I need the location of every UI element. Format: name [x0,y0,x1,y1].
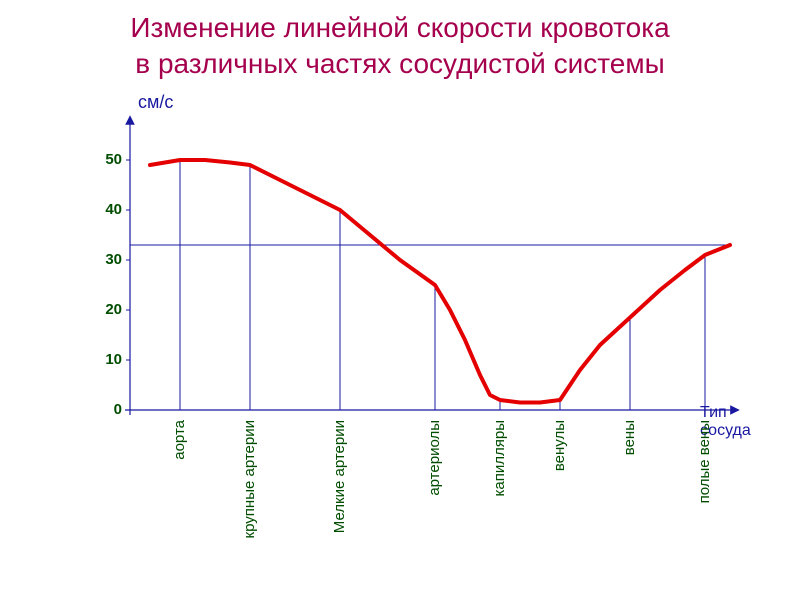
chart-guides [130,160,730,410]
x-tick-7: полые вены [697,420,712,503]
chart-svg [90,120,740,580]
y-tick-40: 40 [92,201,122,218]
x-tick-4: капилляры [492,420,507,497]
chart-container: см/с Тип сосуда 01020304050 аортакрупные… [90,120,740,580]
x-tick-0: аорта [172,420,187,460]
y-tick-20: 20 [92,301,122,318]
title-line1: Изменение линейной скорости кровотока [130,12,669,43]
title-line2: в различных частях сосудистой системы [135,48,664,79]
x-tick-5: венулы [552,420,567,471]
chart-axes [125,120,735,415]
x-tick-1: крупные артерии [242,420,257,538]
y-tick-30: 30 [92,251,122,268]
chart-curve [150,160,730,403]
x-tick-6: вены [622,420,637,455]
y-axis-label: см/с [138,92,173,113]
y-tick-0: 0 [92,401,122,418]
x-tick-3: артериолы [427,420,442,496]
chart-title: Изменение линейной скорости кровотока в … [0,0,800,88]
y-tick-50: 50 [92,151,122,168]
y-tick-10: 10 [92,351,122,368]
x-tick-2: Мелкие артерии [332,420,347,533]
